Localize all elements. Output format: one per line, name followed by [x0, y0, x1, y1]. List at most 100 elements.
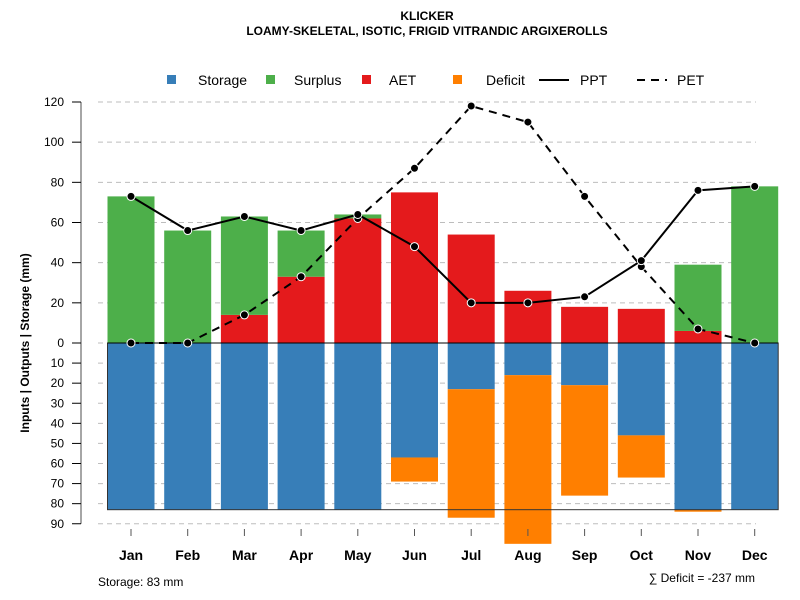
bar-surplus-mar — [220, 216, 268, 315]
bar-storage-apr — [277, 343, 325, 510]
lines — [126, 101, 760, 348]
pet-point-dec — [750, 338, 760, 348]
x-tick-label-jan: Jan — [119, 547, 143, 563]
x-axis: Jan Feb Mar Apr May Jun Jul Aug Sep Oct Nov Dec — [119, 529, 768, 563]
legend-label-surplus: Surplus — [294, 72, 341, 88]
pet-line — [131, 104, 755, 344]
ppt-point-nov — [693, 185, 703, 195]
y-tick-label: 120 — [44, 95, 64, 109]
ppt-point-feb — [183, 226, 193, 236]
ppt-point-dec — [750, 181, 760, 191]
y-axis: 0 20 40 60 80 100 120 10 20 30 40 50 60 70 80 90 — [44, 95, 82, 531]
bars — [107, 186, 779, 544]
pet-point-apr — [296, 272, 306, 282]
bar-deficit-sep — [561, 385, 609, 496]
y-tick-label: 60 — [51, 216, 65, 230]
y-tick-label: 30 — [51, 396, 65, 410]
bar-surplus-nov — [674, 264, 722, 331]
y-tick-label: 20 — [51, 296, 65, 310]
bar-deficit-aug — [504, 375, 552, 544]
y-tick-label: 0 — [57, 336, 64, 350]
bar-aet-nov — [674, 330, 722, 343]
ppt-line — [130, 185, 755, 304]
bar-aet-sep — [561, 306, 609, 343]
x-tick-label-jul: Jul — [461, 547, 481, 563]
bar-deficit-nov — [674, 509, 722, 512]
y-tick-label: 80 — [51, 175, 65, 189]
y-tick-label: 20 — [51, 376, 65, 390]
bar-aet-oct — [617, 308, 665, 343]
pet-point-jul — [466, 101, 476, 111]
bar-storage-may — [334, 343, 382, 510]
legend-swatch-deficit — [453, 75, 462, 84]
ppt-point-jan — [126, 191, 136, 201]
bar-deficit-jul — [447, 389, 495, 518]
x-tick-label-apr: Apr — [289, 547, 314, 563]
bar-storage-mar — [220, 343, 268, 510]
pet-point-aug — [523, 117, 533, 127]
y-tick-label: 80 — [51, 497, 65, 511]
pet-point-nov — [693, 324, 703, 334]
legend-label-pet: PET — [677, 72, 705, 88]
y-tick-label: 100 — [44, 135, 64, 149]
x-tick-label-dec: Dec — [742, 547, 768, 563]
storage-note: Storage: 83 mm — [98, 575, 183, 589]
legend-label-deficit: Deficit — [486, 72, 525, 88]
y-tick-label: 90 — [51, 517, 65, 531]
ppt-point-jul — [466, 298, 476, 308]
legend-label-ppt: PPT — [580, 72, 608, 88]
bar-aet-may — [334, 218, 382, 343]
y-tick-label: 40 — [51, 256, 65, 270]
bar-storage-aug — [504, 343, 552, 376]
legend-swatch-storage — [167, 75, 176, 84]
bar-surplus-feb — [164, 230, 212, 343]
bar-aet-jul — [447, 234, 495, 343]
ppt-point-may — [353, 209, 363, 219]
ppt-point-jun — [410, 242, 419, 252]
y-axis-label: Inputs | Outputs | Storage (mm) — [18, 253, 32, 432]
bar-surplus-apr — [277, 230, 325, 277]
ppt-point-mar — [239, 211, 249, 221]
ppt-point-apr — [296, 226, 306, 236]
pet-point-jun — [410, 163, 419, 173]
bar-storage-nov — [674, 343, 722, 510]
y-tick-label: 10 — [51, 356, 65, 370]
x-tick-label-sep: Sep — [572, 547, 598, 563]
bar-storage-jan — [107, 343, 155, 510]
legend: Storage Surplus AET Deficit PPT PET — [167, 72, 705, 88]
y-tick-label: 50 — [51, 436, 65, 450]
ppt-point-sep — [580, 292, 590, 302]
bar-surplus-dec — [731, 186, 779, 343]
x-tick-label-oct: Oct — [630, 547, 654, 563]
pet-point-jan — [126, 338, 136, 348]
x-tick-label-aug: Aug — [514, 547, 541, 563]
storage-frame — [107, 342, 779, 511]
legend-swatch-aet — [362, 75, 371, 84]
pet-point-feb — [183, 338, 193, 348]
legend-label-storage: Storage — [198, 72, 247, 88]
bar-storage-feb — [164, 343, 212, 510]
y-tick-label: 70 — [51, 477, 65, 491]
deficit-note: ∑ Deficit = -237 mm — [649, 571, 755, 585]
x-tick-label-jun: Jun — [402, 547, 427, 563]
ppt-point-oct — [636, 256, 646, 266]
x-tick-label-may: May — [344, 547, 371, 563]
x-tick-label-nov: Nov — [685, 547, 712, 563]
bar-storage-jul — [447, 343, 495, 390]
bar-storage-oct — [617, 343, 665, 436]
bar-storage-dec — [731, 343, 779, 510]
bar-surplus-jan — [107, 196, 155, 343]
bar-storage-jun — [391, 343, 438, 458]
x-tick-label-feb: Feb — [175, 547, 200, 563]
y-tick-label: 40 — [51, 416, 65, 430]
bar-aet-jun — [391, 192, 438, 343]
x-tick-label-mar: Mar — [232, 547, 257, 563]
bar-deficit-oct — [617, 435, 665, 478]
bar-aet-mar — [220, 314, 268, 343]
bar-deficit-jun — [391, 457, 438, 482]
bar-storage-sep — [561, 343, 609, 386]
legend-label-aet: AET — [389, 72, 417, 88]
pet-point-mar — [239, 310, 249, 320]
y-tick-label: 60 — [51, 457, 65, 471]
